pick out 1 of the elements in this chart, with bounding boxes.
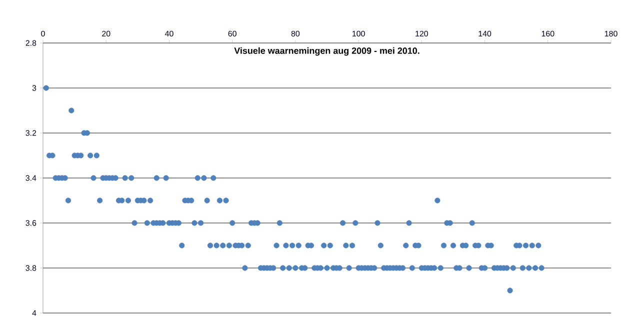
chart-title: Visuele waarnemingen aug 2009 - mei 2010. [234,47,420,56]
